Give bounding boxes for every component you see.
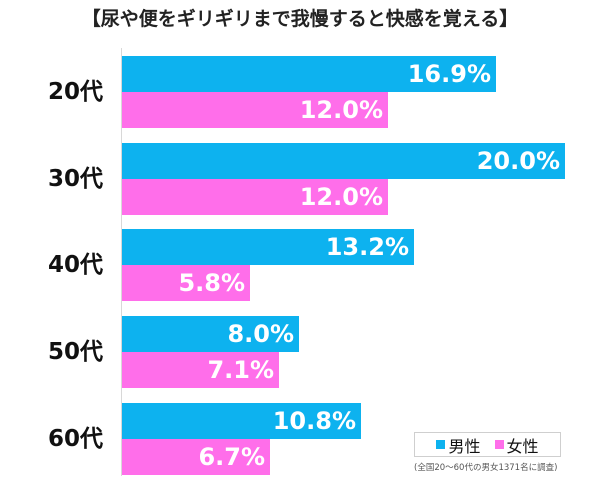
bar-female: 7.1% (122, 352, 279, 388)
y-axis-line (121, 48, 122, 476)
bar-male: 16.9% (122, 56, 496, 92)
category-label: 60代 (47, 426, 103, 452)
category-label: 40代 (47, 252, 103, 278)
category-label: 30代 (47, 166, 103, 192)
bar-female: 5.8% (122, 265, 250, 301)
category-label: 50代 (47, 339, 103, 365)
bar-female: 6.7% (122, 439, 270, 475)
bar-group-50s: 50代 8.0% 7.1% (0, 316, 600, 388)
bar-female: 12.0% (122, 92, 388, 128)
bar-group-30s: 30代 20.0% 12.0% (0, 143, 600, 215)
bar-group-60s: 60代 10.8% 6.7% (0, 403, 600, 475)
bar-group-20s: 20代 16.9% 12.0% (0, 56, 600, 128)
female-swatch-icon (494, 440, 504, 449)
legend-item-female: 女性 (494, 433, 539, 457)
legend: 男性 女性 (414, 432, 561, 457)
bar-female: 12.0% (122, 179, 388, 215)
legend-label: 女性 (506, 436, 539, 456)
bar-group-40s: 40代 13.2% 5.8% (0, 229, 600, 301)
chart-title: 【尿や便をギリギリまで我慢すると快感を覚える】 (81, 8, 519, 30)
bar-male: 20.0% (122, 143, 565, 179)
male-swatch-icon (436, 440, 446, 449)
survey-footnote: (全国20〜60代の男女1371名に調査) (414, 463, 558, 473)
legend-item-male: 男性 (436, 433, 481, 457)
category-label: 20代 (47, 79, 103, 105)
bar-male: 13.2% (122, 229, 414, 265)
legend-label: 男性 (448, 436, 481, 456)
bar-male: 10.8% (122, 403, 361, 439)
bar-male: 8.0% (122, 316, 299, 352)
